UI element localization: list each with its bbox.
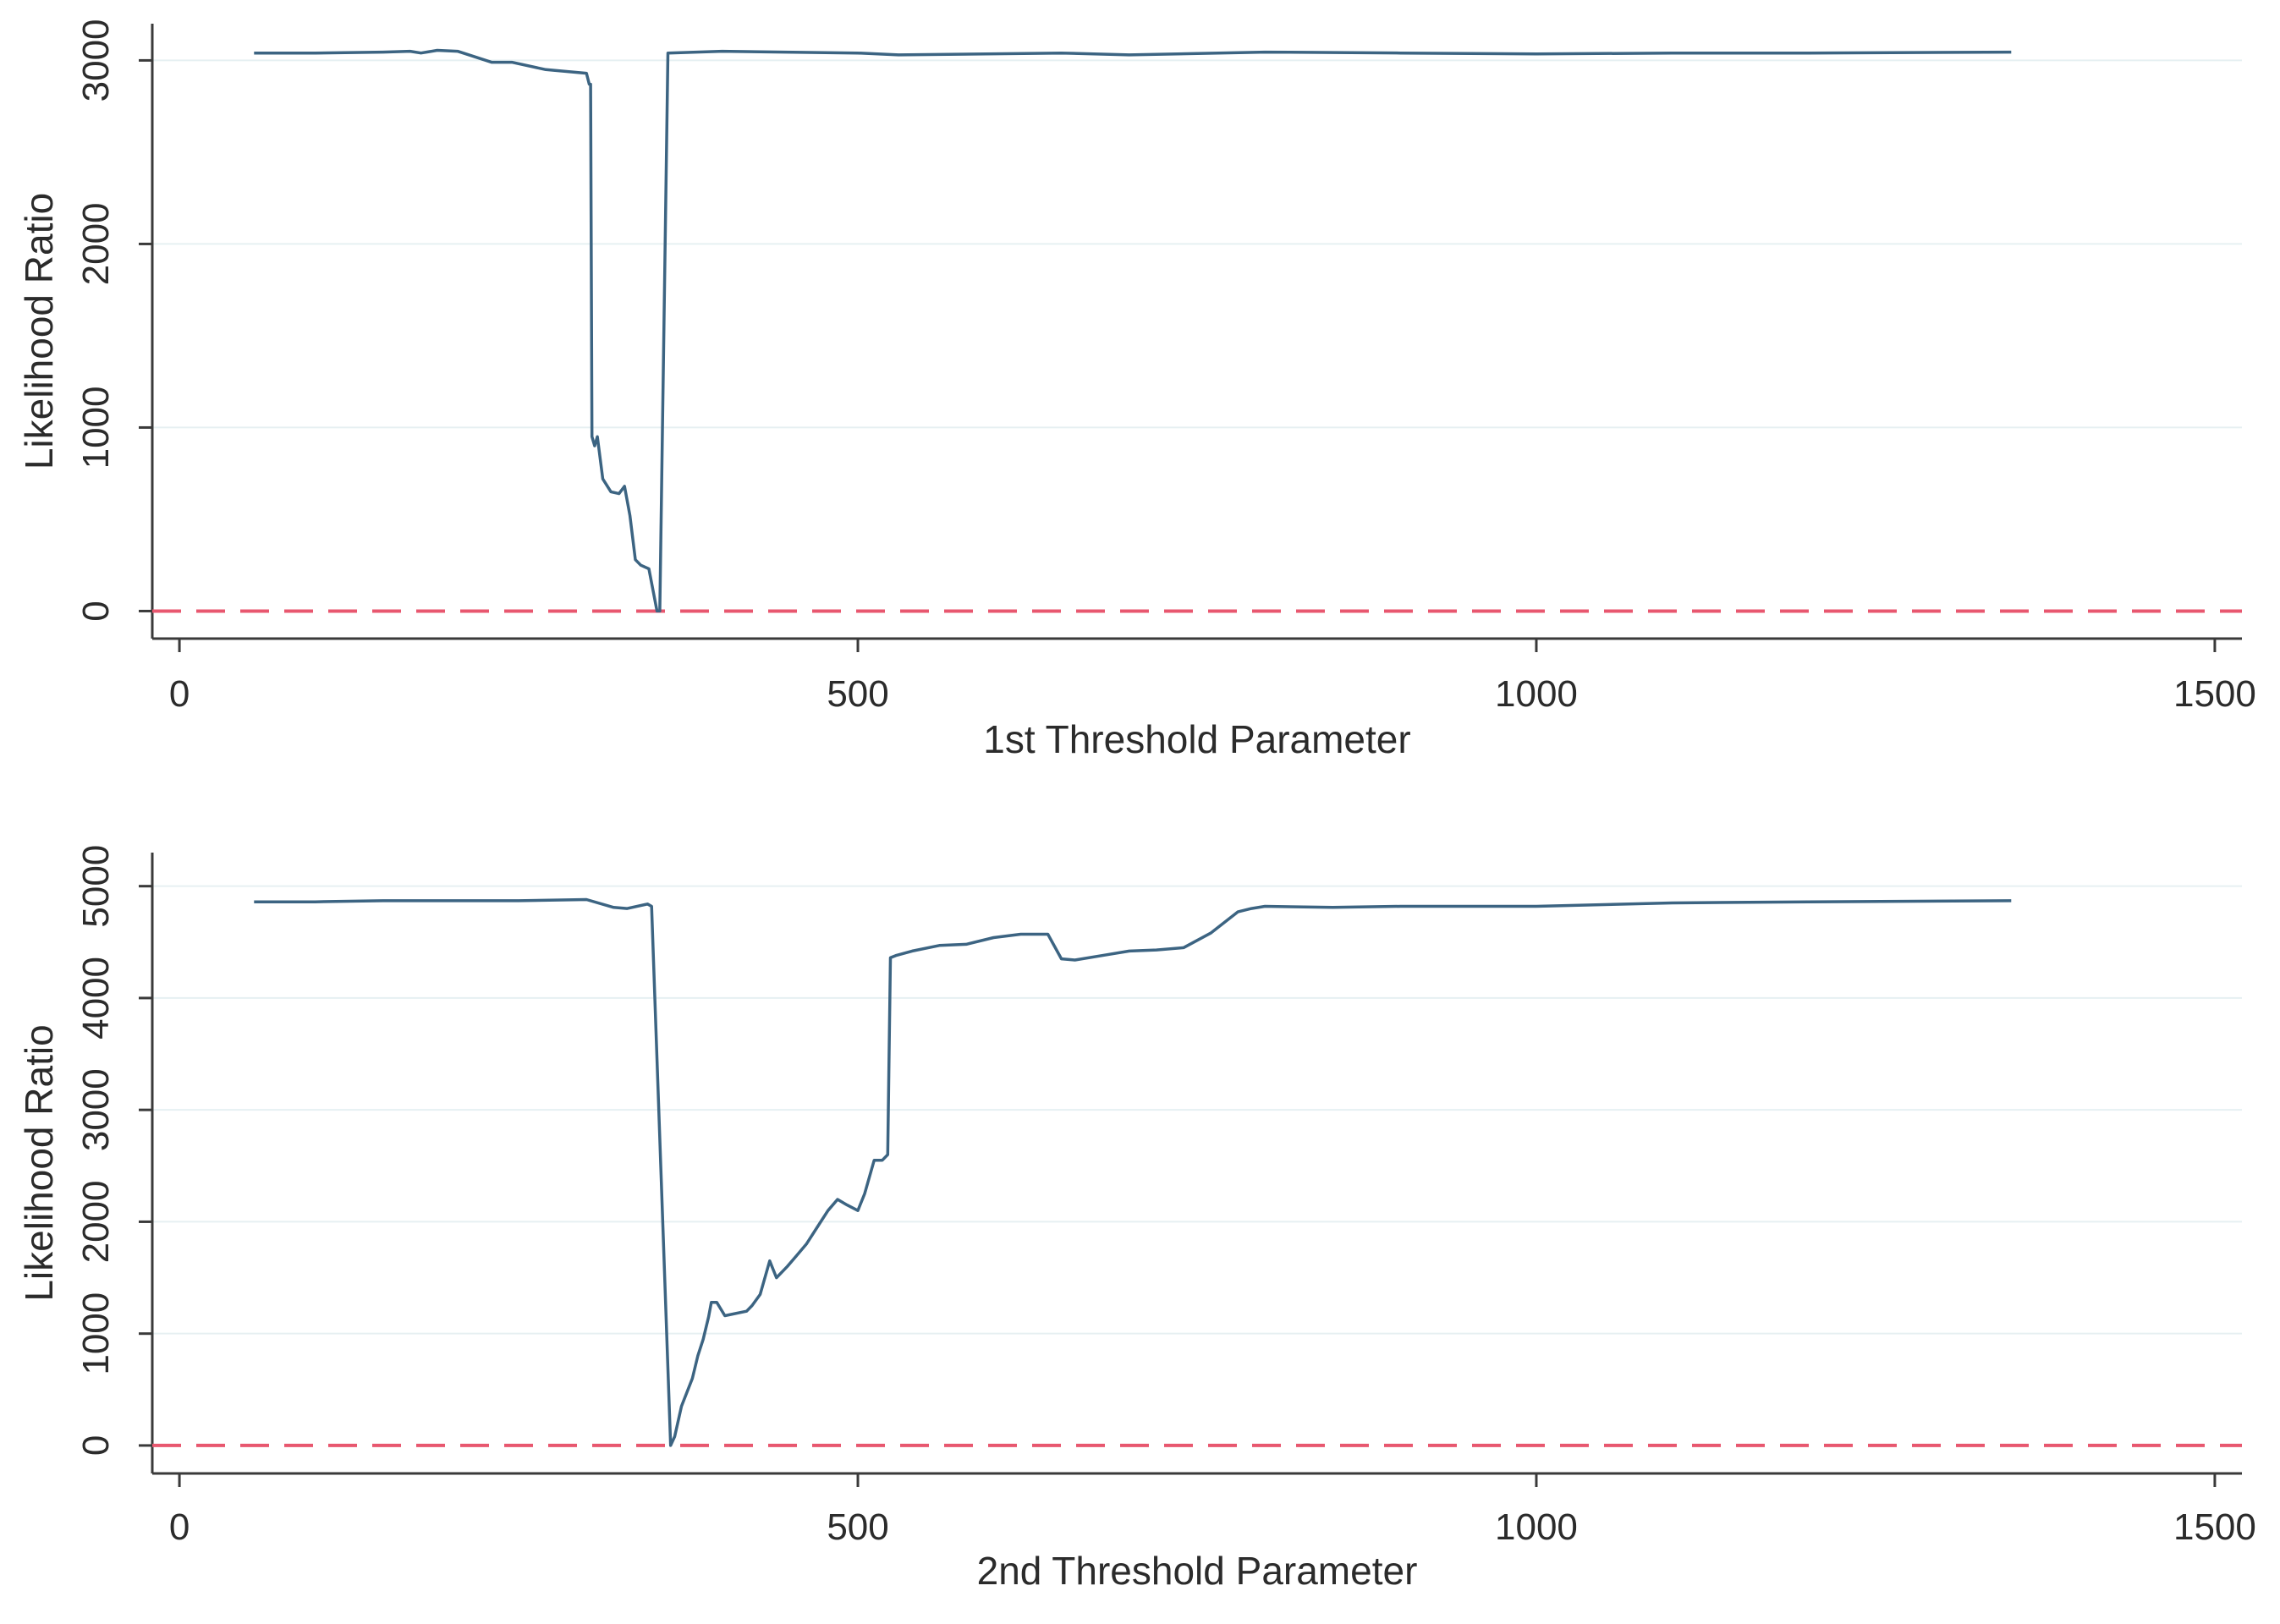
series-line — [254, 48, 2012, 613]
y-tick-label: 4000 — [75, 957, 117, 1040]
series-line — [254, 897, 2012, 1447]
y-tick-label: 5000 — [75, 845, 117, 928]
y-tick-label: 0 — [75, 1435, 117, 1456]
x-tick-label: 1000 — [1495, 1506, 1578, 1548]
y-tick-label: 3000 — [75, 1068, 117, 1151]
y-tick-label: 2000 — [75, 1180, 117, 1263]
x-tick-label: 1500 — [2173, 1506, 2256, 1548]
x-axis-label: 2nd Threshold Parameter — [977, 1549, 1418, 1593]
x-tick-label: 500 — [827, 673, 888, 715]
x-tick-label: 0 — [169, 1506, 190, 1548]
y-axis-label: Likelihood Ratio — [17, 193, 61, 469]
y-axis-label: Likelihood Ratio — [17, 1024, 61, 1301]
x-tick-label: 0 — [169, 673, 190, 715]
x-tick-label: 1500 — [2173, 673, 2256, 715]
y-tick-label: 1000 — [75, 386, 117, 469]
y-tick-label: 3000 — [75, 19, 117, 102]
x-axis-label: 1st Threshold Parameter — [983, 717, 1410, 761]
y-tick-label: 2000 — [75, 202, 117, 285]
y-tick-label: 0 — [75, 601, 117, 621]
chart-top: 0 1000 2000 3000 0 500 1000 1500 1st Threshold P… — [17, 19, 2256, 761]
x-tick-label: 1000 — [1495, 673, 1578, 715]
chart-bottom: 0 1000 2000 3000 4000 5000 0 500 1000 1500 2nd Thr… — [17, 845, 2256, 1593]
x-tick-label: 500 — [827, 1506, 888, 1548]
y-tick-label: 1000 — [75, 1292, 117, 1375]
